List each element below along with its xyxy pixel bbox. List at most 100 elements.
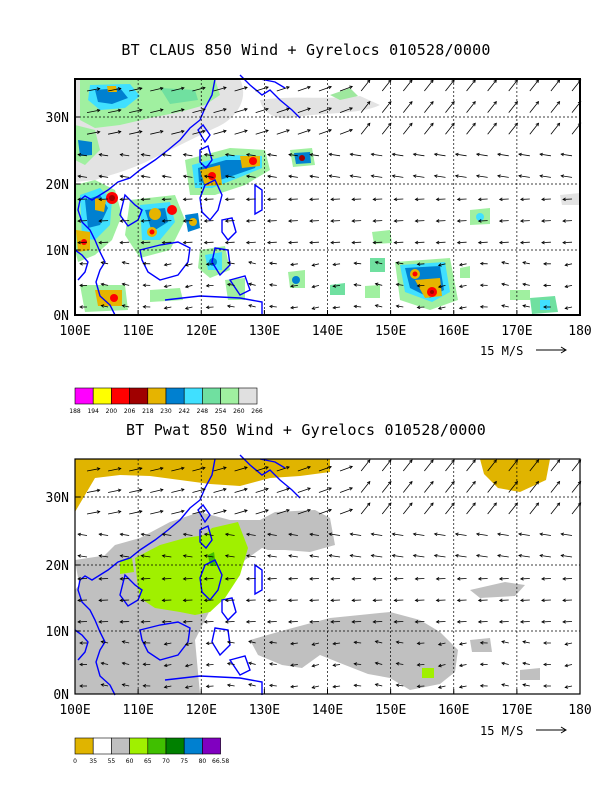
x-tick-label: 110E: [122, 324, 153, 339]
wind-vector-head: [451, 79, 455, 84]
wind-vector-head: [224, 577, 229, 581]
wind-vector-head: [100, 261, 105, 265]
wind-vector-shaft: [396, 283, 404, 286]
wind-vector-head: [290, 641, 294, 646]
wind-vector-shaft: [487, 79, 497, 92]
wind-vector-shaft: [276, 86, 290, 92]
wind-vector-head: [416, 283, 421, 288]
colorbar-swatch: [165, 387, 185, 405]
wind-vector-head: [456, 197, 461, 202]
wind-vector-head: [328, 107, 332, 111]
wind-vector-head: [205, 283, 210, 288]
wind-vector-shaft: [290, 263, 298, 266]
wind-vector-head: [201, 488, 206, 492]
wind-vector-head: [98, 532, 103, 537]
wind-vector-shaft: [297, 487, 311, 493]
wind-vector-shaft: [522, 641, 530, 644]
wind-vector-head: [201, 509, 206, 514]
wind-vector-head: [307, 508, 311, 513]
wind-vector-head: [117, 108, 122, 113]
wind-vector-head: [98, 174, 103, 179]
panel-1-title: BT CLAUS 850 Wind + Gyrelocs 010528/0000: [121, 41, 491, 59]
wind-vector-shaft: [360, 459, 371, 472]
wind-vector-shaft: [248, 640, 256, 644]
wind-vector-shaft: [171, 488, 185, 493]
wind-vector-shaft: [501, 283, 509, 286]
wind-vector-head: [556, 100, 561, 105]
wind-vector-shaft: [122, 283, 130, 286]
wind-vector-head: [96, 130, 101, 134]
wind-vector-shaft: [550, 101, 560, 113]
wind-vector-shaft: [550, 79, 560, 92]
wind-vector-shaft: [417, 263, 425, 265]
wind-vector-shaft: [424, 122, 434, 135]
wind-vector-shaft: [290, 685, 298, 688]
wind-vector-shaft: [438, 642, 446, 646]
colorbar-label: 75: [180, 758, 188, 765]
wind-vector-head: [180, 466, 185, 471]
wind-vector-head: [180, 108, 185, 112]
wind-vector-head: [388, 100, 392, 105]
wind-vector-head: [330, 577, 334, 581]
colorbar-label: 55: [108, 758, 116, 765]
wind-vector-head: [349, 152, 354, 157]
wind-vector-shaft: [329, 554, 341, 558]
wind-vector-head: [309, 554, 314, 558]
colorbar-label: 218: [142, 408, 154, 415]
wind-vector-head: [184, 263, 189, 267]
wind-vector-head: [223, 509, 227, 513]
wind-vector-head: [140, 174, 145, 179]
wind-vector-shaft: [445, 122, 455, 135]
wind-vector-shaft: [413, 554, 425, 558]
y-tick-label: 10N: [46, 244, 69, 259]
wind-vector-shaft: [459, 642, 467, 645]
wind-vector-head: [142, 305, 147, 309]
wind-vector-head: [433, 174, 438, 178]
wind-vector-shaft: [227, 662, 235, 665]
wind-vector-head: [121, 683, 126, 687]
x-tick-label: 110E: [122, 703, 153, 718]
wind-vector-shaft: [290, 306, 298, 309]
wind-vector-shaft: [150, 87, 164, 92]
wind-vector-head: [520, 197, 524, 202]
wind-vector-head: [353, 683, 358, 688]
wind-vector-head: [224, 620, 229, 624]
wind-vector-head: [245, 197, 250, 202]
x-tick-label: 170E: [501, 703, 532, 718]
wind-vector-shaft: [86, 489, 100, 493]
wind-vector-shaft: [213, 488, 227, 493]
wind-vector-head: [433, 532, 438, 536]
wind-vector-head: [353, 662, 358, 666]
wind-vector-head: [370, 174, 375, 178]
wind-vector-shaft: [424, 79, 434, 92]
coastline: [139, 621, 191, 661]
wind-vector-shaft: [318, 86, 332, 92]
wind-vector-head: [98, 240, 102, 245]
wind-vector-shaft: [381, 481, 392, 493]
wind-vector-head: [493, 502, 497, 507]
colorbar-label: 230: [160, 408, 172, 415]
wind-vector-head: [372, 219, 377, 223]
wind-vector-shaft: [381, 122, 392, 135]
wind-vector-head: [475, 174, 480, 178]
x-tick-label: 180: [568, 324, 591, 339]
wind-vector-head: [265, 86, 269, 90]
wind-vector-head: [96, 467, 101, 471]
wind-vector-head: [458, 306, 463, 310]
wind-vector-shaft: [459, 306, 467, 309]
wind-vector-shaft: [164, 285, 172, 288]
wind-vector-head: [265, 466, 269, 470]
wind-vector-shaft: [192, 108, 206, 113]
y-tick-label: 30N: [46, 111, 69, 126]
wind-vector-head: [539, 152, 543, 157]
wind-vector-head: [351, 219, 356, 223]
wind-vector-head: [248, 640, 252, 644]
wind-vector-head: [163, 642, 168, 646]
coastline: [197, 503, 211, 524]
wind-vector-shaft: [487, 101, 497, 113]
wind-vector-shaft: [99, 533, 109, 536]
wind-vector-shaft: [185, 306, 193, 310]
wind-vector-shaft: [269, 305, 277, 308]
wind-vector-head: [412, 152, 417, 157]
wind-vector-head: [163, 262, 168, 267]
